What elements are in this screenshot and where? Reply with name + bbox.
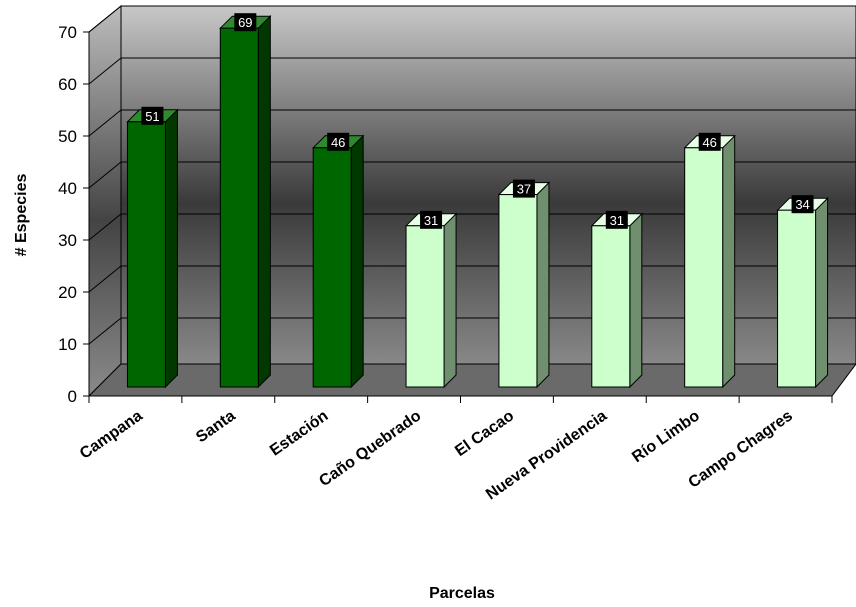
- data-label-box: [327, 132, 350, 151]
- side-wall: [88, 4, 122, 398]
- gridline-side: [88, 317, 122, 345]
- bar-front: [684, 147, 724, 388]
- data-label-box: [698, 132, 721, 151]
- bar-side: [164, 108, 178, 389]
- y-tick-label: 20: [58, 283, 77, 302]
- bar-front: [219, 27, 259, 388]
- bar-side: [629, 212, 643, 389]
- gridline-side: [88, 213, 122, 241]
- bar: [776, 196, 829, 389]
- data-label-box: [420, 210, 443, 229]
- x-tick-label: Santa: [193, 407, 239, 446]
- y-axis: 0 10 20 30 40 50 60 70: [58, 23, 90, 406]
- gridline-side: [88, 265, 122, 293]
- data-label-text: 34: [795, 197, 809, 212]
- bar-side: [350, 134, 364, 389]
- plot-walls: [87, 4, 856, 398]
- gridline-side: [88, 161, 122, 189]
- y-tick-label: 10: [58, 335, 77, 354]
- x-tick-label: Campana: [77, 407, 146, 462]
- bar-front: [591, 225, 631, 388]
- data-label-text: 46: [331, 135, 345, 150]
- y-tick-label: 50: [58, 127, 77, 146]
- data-label-text: 51: [145, 109, 159, 124]
- bar-front: [498, 194, 538, 388]
- bar: [683, 134, 736, 389]
- data-label: 51: [141, 106, 164, 125]
- gridline-side: [88, 57, 122, 85]
- data-label-box: [234, 13, 257, 32]
- x-tick-label: Campo Chagres: [686, 407, 796, 491]
- data-label-text: 31: [610, 213, 624, 228]
- y-axis-title: # Especies: [13, 174, 30, 257]
- data-label-box: [605, 210, 628, 229]
- bar-side: [536, 181, 550, 389]
- data-label-box: [791, 195, 814, 214]
- data-label-box: [141, 106, 164, 125]
- data-label-text: 31: [424, 213, 438, 228]
- bar: [404, 212, 458, 389]
- bar: [497, 181, 551, 389]
- data-labels: 51 69 46 31 37 31 46 34: [141, 13, 814, 229]
- data-label-box: [512, 179, 535, 198]
- bar-front: [312, 147, 352, 388]
- bar: [590, 212, 644, 389]
- data-label-text: 37: [517, 182, 531, 197]
- y-tick-label: 70: [58, 23, 77, 42]
- x-tick-label: Caño Quebrado: [316, 407, 424, 490]
- data-label: 34: [791, 195, 814, 214]
- bar-front: [405, 225, 445, 388]
- x-tick-label: Río Limbo: [629, 407, 703, 466]
- x-axis: [88, 395, 833, 403]
- bar-side: [722, 134, 736, 389]
- y-tick-label: 0: [68, 387, 77, 406]
- bar-front: [777, 209, 817, 388]
- bar: [126, 108, 179, 389]
- y-tick-label: 40: [58, 179, 77, 198]
- floor: [87, 363, 856, 397]
- data-label: 37: [512, 179, 535, 198]
- bar: [311, 134, 365, 389]
- data-label: 31: [420, 210, 443, 229]
- x-tick-label: Estación: [267, 407, 331, 459]
- y-tick-label: 30: [58, 231, 77, 250]
- bar-side: [257, 14, 271, 389]
- gridline-side: [88, 5, 122, 33]
- y-tick-label: 60: [58, 75, 77, 94]
- x-tick-label: El Cacao: [452, 407, 517, 460]
- bar-side: [443, 212, 457, 389]
- data-label-text: 69: [238, 15, 252, 30]
- bars: [126, 14, 829, 389]
- gridline-side: [88, 109, 122, 137]
- bar-side: [815, 196, 829, 389]
- x-axis-title: Parcelas: [429, 585, 495, 602]
- bar-front: [126, 121, 166, 388]
- data-label-text: 46: [702, 135, 716, 150]
- data-label: 69: [234, 13, 257, 32]
- data-label: 46: [698, 132, 721, 151]
- data-label: 46: [327, 132, 350, 151]
- data-label: 31: [605, 210, 628, 229]
- bar: [219, 14, 272, 389]
